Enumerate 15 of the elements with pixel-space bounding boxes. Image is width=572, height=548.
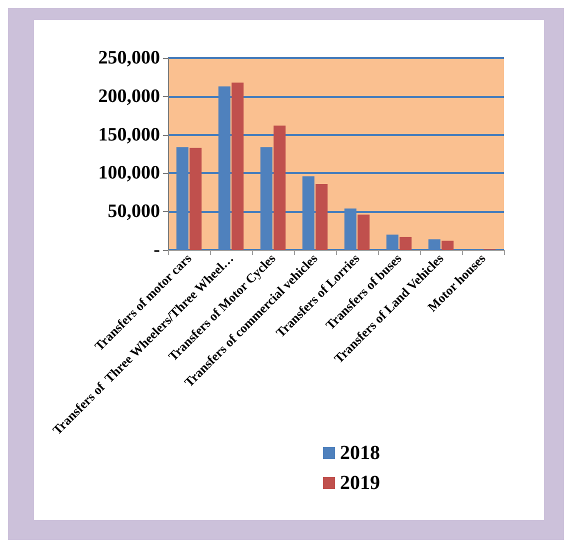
y-tick-label: 150,000: [98, 124, 160, 146]
legend-label: 2018: [340, 442, 380, 464]
y-tick-label: 200,000: [98, 86, 160, 107]
y-tick-label: 50,000: [108, 201, 160, 222]
bar: [400, 236, 412, 250]
y-tick-label: 100,000: [98, 162, 160, 184]
bar: [232, 82, 244, 250]
bar: [442, 240, 454, 250]
y-tick-label: 250,000: [98, 48, 160, 68]
bar: [274, 126, 286, 250]
bar: [190, 148, 202, 250]
y-tick-label: -: [154, 240, 160, 260]
legend-label: 2019: [340, 472, 380, 494]
bar: [316, 184, 328, 250]
bar: [358, 214, 370, 250]
